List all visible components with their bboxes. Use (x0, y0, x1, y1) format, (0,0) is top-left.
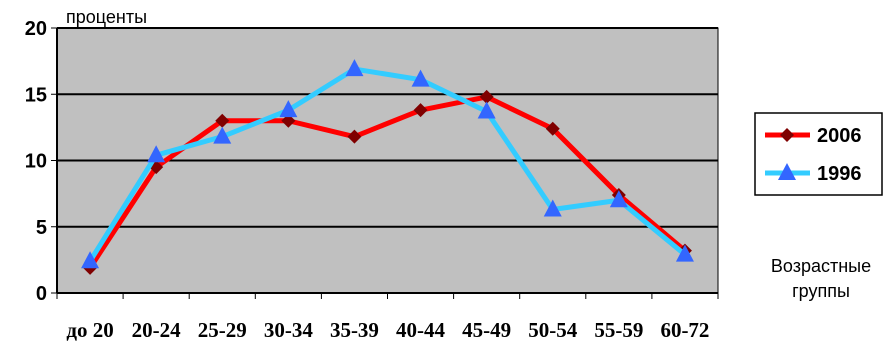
x-axis-label-line-2: группы (792, 281, 850, 301)
x-tick-label: 60-72 (660, 318, 709, 342)
y-tick-label: 20 (25, 18, 47, 40)
legend: 2006 1996 (755, 113, 882, 195)
legend-label: 1996 (817, 163, 862, 185)
x-tick-label: 25-29 (198, 318, 247, 342)
y-tick-label: 15 (25, 84, 47, 106)
x-tick-label: 55-59 (594, 318, 643, 342)
x-tick-labels: до 20 20-24 25-29 30-34 35-39 40-44 45-49 50-54… (66, 318, 709, 342)
x-axis-label-line-1: Возрастные (771, 256, 871, 276)
x-tick-label: 35-39 (330, 318, 379, 342)
x-tick-label: 45-49 (462, 318, 511, 342)
x-tick-label: 20-24 (132, 318, 181, 342)
legend-label: 2006 (817, 125, 862, 147)
x-tick-label: до 20 (66, 318, 113, 342)
x-tick-label: 40-44 (396, 318, 445, 342)
y-tick-label: 5 (36, 217, 47, 239)
y-tick-label: 0 (36, 283, 47, 305)
y-tick-labels: 0 5 10 15 20 (25, 18, 47, 305)
y-tick-label: 10 (25, 151, 47, 173)
x-tick-label: 50-54 (528, 318, 577, 342)
y-axis-label: проценты (66, 7, 147, 27)
x-tick-label: 30-34 (264, 318, 313, 342)
